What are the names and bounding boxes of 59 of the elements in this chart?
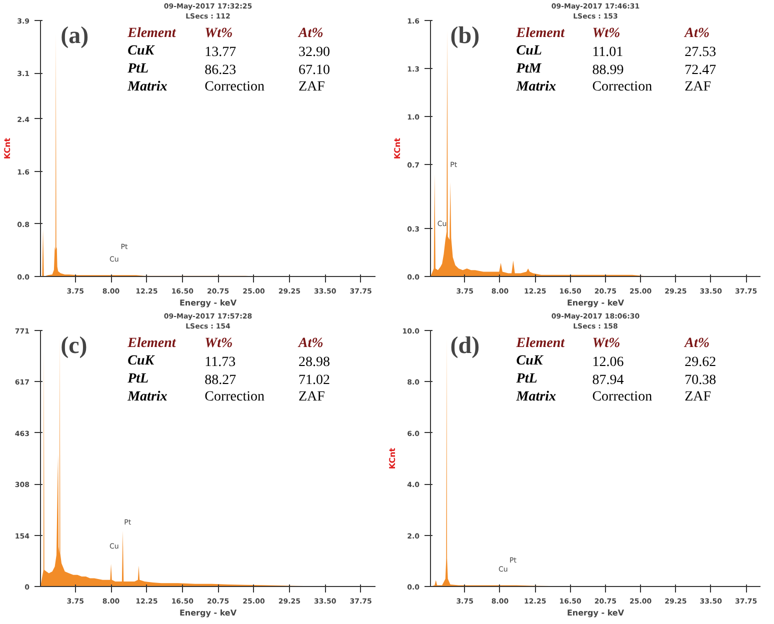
- annotation: 72.47: [684, 63, 716, 78]
- annotation: 13.77: [204, 45, 236, 60]
- annotation: Wt%: [204, 26, 233, 41]
- annotation: CuL: [516, 44, 542, 59]
- annotation: Wt%: [592, 26, 620, 41]
- chart-title: (d): [450, 333, 480, 360]
- annotation: Element: [515, 336, 566, 351]
- annotation: Matrix: [515, 80, 556, 95]
- annotation: 32.90: [298, 45, 330, 60]
- annotation: PtL: [128, 62, 149, 77]
- annotation: Correction: [592, 80, 652, 95]
- annotation: 71.02: [298, 373, 330, 388]
- annotation: ZAF: [684, 80, 712, 95]
- y-axis-title: KCnt: [393, 138, 402, 160]
- annotation: 86.23: [204, 63, 236, 78]
- annotation: PtL: [516, 372, 538, 387]
- annotation: 11.73: [204, 355, 236, 370]
- annotation: 67.10: [298, 63, 330, 78]
- annotation: ZAF: [298, 80, 326, 95]
- annotation: CuK: [128, 354, 156, 369]
- annotation: CuK: [128, 44, 156, 59]
- annotation: ZAF: [298, 390, 326, 405]
- annotation: Wt%: [592, 336, 620, 351]
- annotation: Wt%: [204, 336, 233, 351]
- annotation: At%: [684, 336, 710, 351]
- annotation: Correction: [592, 390, 652, 405]
- annotation: 12.06: [592, 355, 624, 370]
- annotation: 27.53: [684, 45, 716, 60]
- x-axis-title: Energy - keV: [566, 608, 625, 618]
- annotation: PtL: [128, 372, 149, 387]
- annotation: ZAF: [684, 390, 712, 405]
- annotation: Element: [126, 26, 177, 41]
- annotation: PtM: [516, 62, 542, 77]
- annotation: At%: [297, 26, 324, 41]
- annotation: 87.94: [592, 373, 624, 388]
- x-axis-title: Energy - keV: [179, 608, 238, 618]
- annotation: Matrix: [126, 390, 168, 405]
- annotation: 11.01: [592, 45, 624, 60]
- annotation: Matrix: [515, 390, 556, 405]
- annotation: At%: [297, 336, 324, 351]
- chart-title: (c): [60, 333, 88, 360]
- x-axis-title: Energy - keV: [179, 298, 238, 308]
- annotation: 88.99: [592, 63, 624, 78]
- annotation: Correction: [204, 390, 265, 405]
- y-axis-title: KCnt: [388, 448, 398, 470]
- annotation: At%: [684, 26, 710, 41]
- annotation: Element: [515, 26, 566, 41]
- annotation: CuK: [516, 354, 544, 369]
- x-axis-title: Energy - keV: [566, 298, 625, 308]
- annotation: 29.62: [684, 355, 716, 370]
- annotation: 70.38: [684, 373, 716, 388]
- annotation: Matrix: [126, 80, 168, 95]
- chart-title: (b): [450, 23, 480, 50]
- annotation: Element: [126, 336, 177, 351]
- annotation: 88.27: [204, 373, 236, 388]
- chart-title: (a): [60, 23, 89, 50]
- annotation: 28.98: [298, 355, 330, 370]
- y-axis-title: KCnt: [3, 138, 12, 160]
- annotation: Correction: [204, 80, 265, 95]
